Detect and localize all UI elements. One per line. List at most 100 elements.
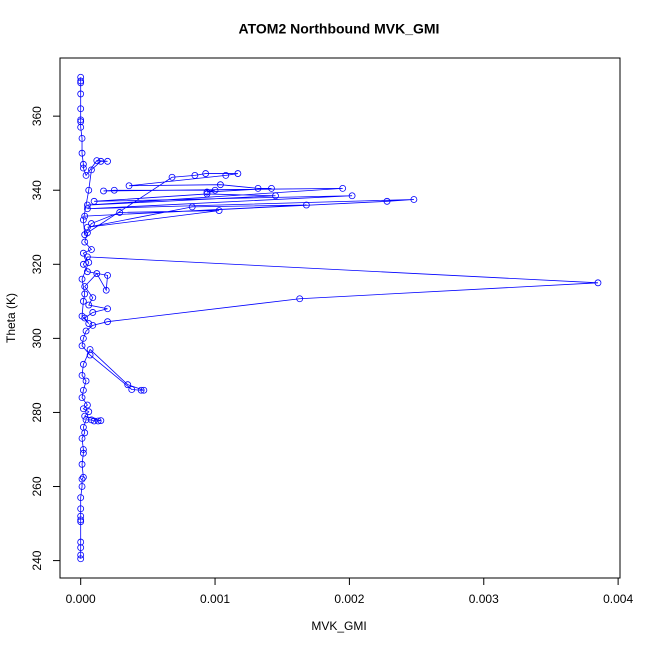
data-point — [93, 270, 101, 277]
data-point — [86, 351, 94, 359]
data-point — [78, 134, 86, 142]
data-point — [140, 386, 148, 394]
data-point — [82, 327, 90, 335]
chart-title: ATOM2 Northbound MVK_GMI — [239, 21, 440, 37]
data-point — [78, 475, 86, 483]
y-axis-label: Theta (K) — [4, 293, 18, 343]
x-tick-label: 0.004 — [603, 592, 633, 606]
data-point — [110, 186, 118, 194]
data-point — [77, 116, 85, 124]
data-point — [104, 157, 111, 165]
data-point — [78, 434, 86, 442]
data-point — [84, 205, 91, 213]
y-tick-label: 280 — [30, 402, 44, 422]
data-point — [116, 209, 124, 216]
data-point — [104, 272, 111, 279]
data-point — [85, 259, 93, 266]
data-point — [77, 77, 85, 85]
data-point — [81, 231, 89, 239]
data-point — [202, 170, 210, 177]
data-point — [78, 275, 86, 283]
data-point — [77, 118, 85, 126]
data-point — [102, 286, 110, 294]
data-line — [80, 77, 598, 559]
data-point — [211, 186, 219, 194]
data-point — [215, 207, 223, 214]
x-tick-label: 0.002 — [334, 592, 364, 606]
data-point — [254, 184, 262, 192]
data-point — [303, 201, 310, 209]
data-point — [79, 423, 87, 431]
data-point — [88, 166, 95, 174]
data-point — [79, 160, 87, 168]
data-point — [410, 196, 418, 203]
x-axis-label: MVK_GMI — [311, 619, 366, 633]
data-point — [128, 386, 136, 393]
data-point — [272, 192, 279, 200]
data-point — [84, 201, 91, 209]
y-tick-label: 340 — [30, 180, 44, 200]
data-point — [77, 105, 85, 113]
data-point — [188, 203, 196, 211]
x-tick-label: 0.003 — [469, 592, 499, 606]
data-point — [86, 346, 94, 353]
x-tick-label: 0.001 — [200, 592, 230, 606]
data-point — [89, 322, 97, 329]
y-tick-label: 260 — [30, 476, 44, 496]
data-point — [84, 223, 91, 231]
data-point — [77, 512, 85, 520]
data-point — [89, 294, 97, 302]
data-point — [217, 181, 224, 189]
data-point — [85, 301, 93, 309]
data-point — [97, 417, 105, 424]
data-point — [104, 305, 111, 313]
data-point — [137, 386, 145, 394]
data-point — [168, 173, 176, 181]
data-point — [79, 334, 87, 342]
y-tick-label: 300 — [30, 328, 44, 348]
data-point — [79, 249, 87, 257]
data-point — [234, 170, 242, 177]
y-tick-label: 240 — [30, 550, 44, 570]
data-point — [222, 172, 230, 179]
data-point — [81, 283, 89, 290]
data-point — [77, 505, 85, 513]
data-point — [594, 279, 602, 287]
data-point — [77, 90, 85, 98]
data-point — [77, 73, 85, 81]
data-point — [79, 449, 87, 457]
data-point — [88, 220, 95, 227]
data-point — [79, 360, 87, 368]
data-point — [79, 164, 87, 172]
data-point — [78, 342, 86, 350]
data-point — [77, 494, 85, 502]
data-point — [124, 381, 132, 389]
x-tick-label: 0.000 — [66, 592, 96, 606]
data-point — [100, 187, 107, 195]
data-point — [125, 182, 133, 190]
data-point — [77, 516, 85, 524]
data-point — [348, 192, 356, 200]
data-point — [97, 157, 105, 165]
data-point — [90, 417, 98, 425]
data-point — [84, 401, 91, 409]
y-tick-label: 360 — [30, 106, 44, 126]
data-point — [78, 312, 86, 320]
data-point — [77, 555, 85, 563]
data-point — [93, 157, 101, 164]
data-point — [78, 460, 86, 468]
data-point — [77, 79, 85, 87]
plot-frame — [59, 57, 621, 579]
data-point — [81, 238, 89, 246]
data-point — [79, 386, 87, 394]
data-point — [85, 320, 93, 327]
data-point — [79, 473, 87, 481]
data-point — [82, 416, 90, 424]
data-point — [94, 417, 102, 425]
data-point — [79, 405, 87, 413]
data-point — [88, 246, 95, 253]
data-point — [77, 518, 85, 526]
data-point — [84, 268, 91, 276]
data-point — [82, 172, 90, 179]
